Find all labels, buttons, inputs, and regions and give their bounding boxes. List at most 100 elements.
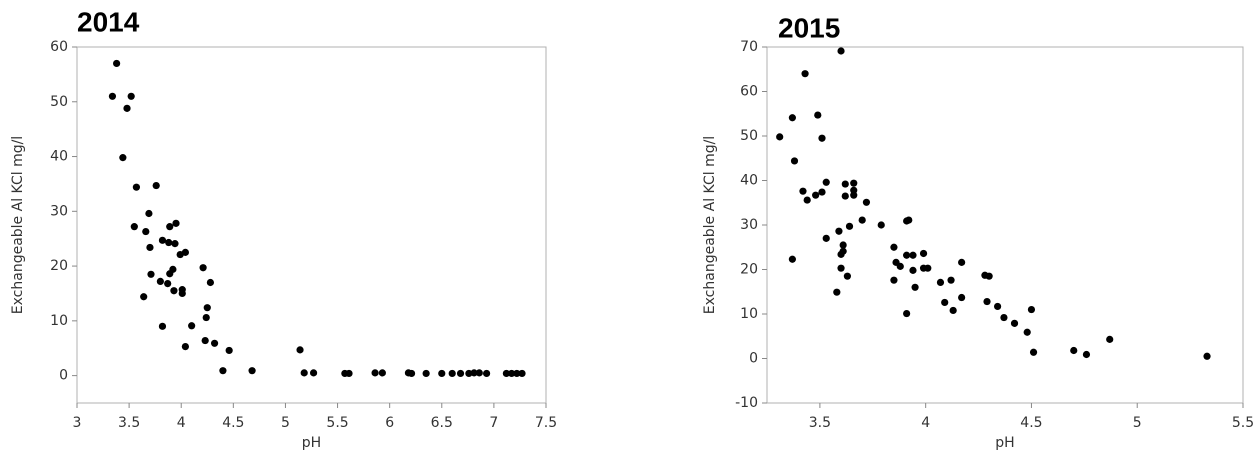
data-point	[919, 249, 928, 258]
data-point	[300, 369, 308, 377]
data-point	[983, 297, 991, 306]
y-tick-label: -10	[735, 395, 758, 411]
x-tick-label: 4.5	[222, 415, 244, 431]
data-point	[123, 104, 131, 112]
data-point	[518, 369, 526, 378]
data-point	[465, 369, 473, 378]
y-tick-label: 40	[740, 173, 758, 189]
data-point	[839, 247, 847, 255]
data-point	[949, 306, 957, 315]
data-point	[113, 59, 121, 68]
data-point	[924, 264, 932, 272]
y-tick-label: 30	[50, 203, 68, 219]
data-point	[108, 92, 117, 100]
data-point	[1203, 352, 1211, 360]
x-tick-label: 5	[1133, 415, 1142, 431]
x-tick-label: 7.5	[535, 415, 557, 431]
data-point	[164, 280, 172, 288]
y-axis-label: Exchangeable Al KCl mg/l	[702, 136, 718, 314]
data-point	[905, 216, 913, 224]
data-point	[206, 278, 215, 287]
data-point	[896, 262, 904, 270]
data-point	[788, 255, 796, 263]
data-point	[248, 367, 256, 375]
data-point	[201, 336, 209, 345]
data-point	[790, 157, 799, 165]
data-point	[158, 236, 167, 244]
data-point	[508, 369, 516, 378]
data-point	[475, 369, 483, 377]
data-point	[203, 304, 211, 312]
data-point	[170, 287, 178, 295]
data-point	[422, 369, 430, 378]
data-point	[890, 276, 898, 284]
data-point	[850, 179, 858, 187]
y-tick-label: 0	[749, 351, 758, 367]
data-point	[837, 264, 845, 272]
data-point	[482, 369, 491, 378]
data-point	[843, 272, 851, 280]
data-point	[199, 264, 207, 272]
data-point	[941, 298, 949, 307]
data-point	[801, 70, 809, 78]
data-point	[845, 222, 854, 230]
x-tick-label: 3.5	[809, 415, 831, 431]
data-point	[903, 251, 911, 259]
y-tick-label: 40	[50, 149, 68, 165]
y-tick-label: 70	[740, 39, 758, 55]
data-point	[345, 369, 353, 378]
y-tick-label: 10	[740, 306, 758, 322]
data-point	[165, 238, 173, 247]
x-tick-label: 5	[281, 415, 290, 431]
data-point	[858, 216, 866, 224]
data-point	[958, 293, 966, 302]
data-point	[877, 221, 885, 229]
data-point	[371, 369, 379, 377]
data-point	[1070, 346, 1078, 355]
data-point	[841, 192, 849, 200]
plot-frame	[76, 46, 547, 404]
data-point	[145, 209, 153, 218]
y-tick-label: 60	[50, 39, 68, 55]
data-point	[166, 223, 174, 231]
data-point	[140, 293, 148, 301]
data-point	[146, 243, 154, 252]
x-tick-label: 4.5	[1020, 415, 1042, 431]
data-point	[818, 134, 826, 142]
data-point	[850, 191, 858, 199]
data-point	[225, 346, 233, 355]
y-tick-label: 60	[740, 84, 758, 100]
data-point	[378, 369, 386, 377]
data-point	[119, 154, 127, 162]
x-tick-label: 3.5	[118, 415, 140, 431]
data-point	[1029, 348, 1038, 356]
x-tick-label: 5.5	[326, 415, 348, 431]
y-tick-label: 20	[50, 258, 68, 274]
data-point	[513, 369, 521, 378]
data-point	[803, 196, 811, 204]
data-point	[448, 369, 456, 378]
data-point	[1106, 335, 1114, 343]
data-point	[152, 181, 160, 190]
y-axis-label: Exchangeable Al KCl mg/l	[10, 136, 26, 314]
data-point	[296, 346, 304, 354]
data-point	[909, 266, 917, 274]
data-point	[147, 270, 155, 278]
data-point	[799, 187, 807, 195]
x-axis-label: pH	[302, 435, 321, 451]
data-point	[993, 302, 1002, 311]
data-point	[788, 114, 796, 122]
data-point	[470, 369, 478, 377]
data-point	[837, 47, 845, 55]
data-point	[1000, 313, 1008, 322]
data-point	[176, 250, 184, 259]
data-point	[814, 111, 822, 119]
data-point	[142, 227, 150, 236]
data-point	[1027, 305, 1036, 314]
x-axis-label: pH	[995, 435, 1014, 451]
data-point	[127, 92, 135, 100]
data-point	[438, 369, 446, 378]
data-point	[862, 198, 871, 206]
y-tick-label: 10	[50, 313, 68, 329]
